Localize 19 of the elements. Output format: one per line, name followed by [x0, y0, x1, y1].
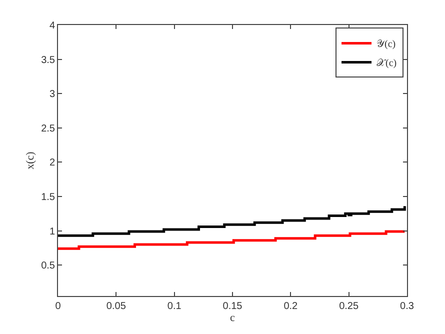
x-tick-label: 0: [55, 301, 62, 312]
y-tick-label: 3.5: [41, 54, 56, 66]
x-tick-label: 0.2: [284, 301, 298, 312]
y-tick-label: 0.5: [41, 260, 56, 272]
legend-label: 𝒴(c): [376, 39, 396, 50]
legend-label: 𝒳(c): [376, 58, 397, 70]
y-axis-title: x(c): [24, 151, 37, 170]
y-tick-label: 1: [49, 226, 56, 238]
x-axis-title: c: [230, 312, 236, 324]
y-tick-label: 1.5: [41, 192, 56, 204]
y-tick-label: 2.5: [41, 123, 56, 134]
x-tick-label: 0.15: [222, 301, 243, 312]
y-tick-label: 4: [49, 20, 56, 32]
x-tick-label: 0.05: [106, 301, 126, 312]
x-tick-label: 0.3: [400, 301, 414, 312]
y-tick-label: 3: [49, 89, 56, 100]
x-tick-label: 0.25: [339, 301, 359, 312]
x-tick-label: 0.1: [167, 301, 182, 312]
y-tick-label: 2: [49, 158, 56, 169]
